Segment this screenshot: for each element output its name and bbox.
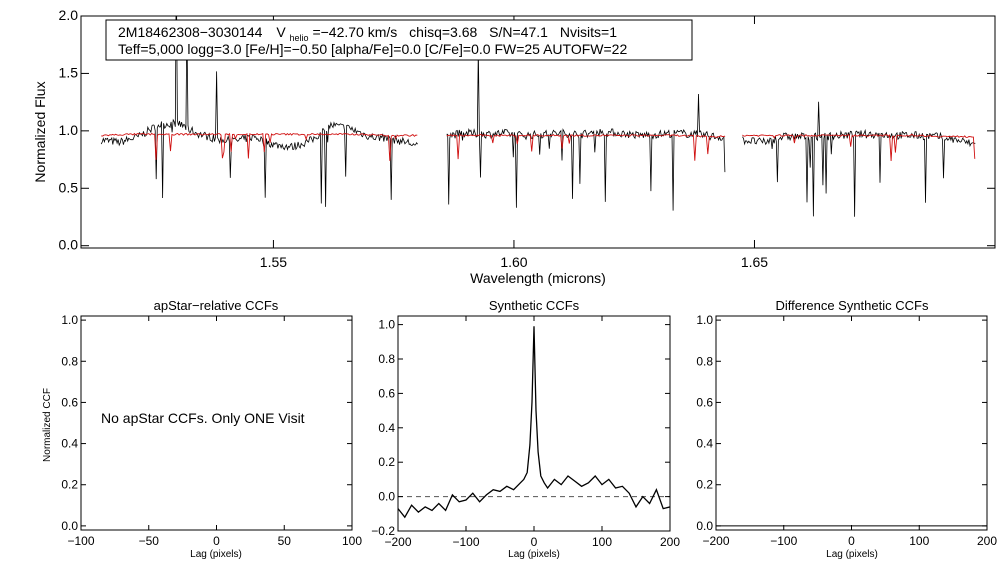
synthetic-ccf-plot-area: [398, 326, 670, 519]
difference-ytick-label: 0.2: [696, 478, 713, 492]
synthetic-ytick-label: 0.2: [378, 455, 395, 469]
synthetic-xtick-label: 100: [592, 535, 612, 549]
apstar-ytick-label: 0.6: [61, 395, 78, 409]
synthetic-ytick-label: 0.4: [378, 421, 395, 435]
spectrum-ytick-label: 1.5: [59, 64, 79, 80]
synthetic-ytick-label: 0.8: [378, 352, 395, 366]
difference-ccf-ticks: −200 −100 0 100 200 0.0 0.2 0.4 0.6 0.8 1.0: [696, 313, 997, 548]
apstar-xtick-label: 0: [213, 534, 220, 548]
chisq-value: chisq=3.68: [409, 24, 477, 40]
apstar-ytick-label: 1.0: [61, 313, 78, 327]
difference-xtick-label: −200: [702, 534, 729, 548]
apstar-ccf-ylabel: Normalized CCF: [42, 388, 53, 462]
apstar-ccf-title: apStar−relative CCFs: [154, 298, 279, 313]
star-info-box: 2M18462308−3030144 V helio =−42.70 km/s …: [105, 19, 693, 61]
vhelio-value: =−42.70 km/s: [312, 24, 397, 40]
synthetic-ytick-label: 0.0: [378, 490, 395, 504]
difference-ytick-label: 0.0: [696, 519, 713, 533]
spectrum-xlabel: Wavelength (microns): [470, 270, 606, 286]
vhelio-sub: helio: [290, 33, 309, 43]
spectrum-plot-area: [100, 16, 976, 217]
stellar-parameters: Teff=5,000 logg=3.0 [Fe/H]=−0.50 [alpha/…: [118, 41, 627, 57]
synthetic-ytick-label: 1.0: [378, 318, 395, 332]
apstar-xtick-label: −50: [139, 534, 160, 548]
synthetic-xtick-label: −200: [384, 535, 411, 549]
difference-ccf-panel: Difference Synthetic CCFs −200 −100 0 100 20…: [696, 298, 997, 560]
difference-ytick-label: 1.0: [696, 313, 713, 327]
synthetic-ccf-xlabel: Lag (pixels): [508, 549, 560, 560]
apstar-ytick-label: 0.2: [61, 478, 78, 492]
snr-value: S/N=47.1: [489, 24, 548, 40]
spectrum-ytick-label: 1.0: [59, 122, 79, 138]
spectrum-ytick-label: 0.5: [59, 179, 79, 195]
difference-ytick-label: 0.6: [696, 395, 713, 409]
no-ccf-message: No apStar CCFs. Only ONE Visit: [101, 410, 305, 426]
synthetic-xtick-label: −100: [452, 535, 479, 549]
apstar-ytick-label: 0.8: [61, 354, 78, 368]
apstar-xtick-label: −100: [67, 534, 94, 548]
synthetic-ccf-title: Synthetic CCFs: [489, 298, 580, 313]
difference-ccf-xlabel: Lag (pixels): [826, 549, 878, 560]
difference-ccf-frame: [715, 315, 988, 531]
observed-spectrum-line: [742, 101, 976, 217]
observed-spectrum-line: [446, 48, 726, 211]
star-id: 2M18462308−3030144: [118, 24, 263, 40]
synthetic-ytick-label: 0.6: [378, 386, 395, 400]
spectrum-xtick-label: 1.60: [500, 254, 527, 270]
model-spectrum-line: [446, 134, 726, 161]
difference-xtick-label: 200: [977, 534, 997, 548]
synthetic-ccf-line: [398, 326, 670, 519]
difference-xtick-label: 100: [909, 534, 929, 548]
model-spectrum-line: [742, 133, 976, 162]
difference-ytick-label: 0.8: [696, 354, 713, 368]
spectrum-frame: [80, 15, 996, 249]
apstar-ccf-xlabel: Lag (pixels): [190, 549, 242, 560]
apstar-xtick-label: 50: [278, 534, 292, 548]
difference-xtick-label: −100: [770, 534, 797, 548]
spectrum-panel: 1.55 1.60 1.65 0.0 0.5 1.0 1.5 2.0 2M18462308−3…: [32, 7, 996, 286]
apstar-ytick-label: 0.0: [61, 519, 78, 533]
synthetic-ccf-ticks: −200 −100 0 100 200 −0.2 0.0 0.2 0.4 0.6 0.8 1.0: [371, 316, 680, 549]
apstar-ccf-panel: apStar−relative CCFs −100 −50 0 50 100 0.0 0.2…: [42, 298, 362, 560]
apstar-ytick-label: 0.4: [61, 437, 78, 451]
spectrum-ytick-label: 2.0: [59, 7, 79, 23]
spectrum-ylabel: Normalized Flux: [32, 81, 48, 182]
apstar-xtick-label: 100: [342, 534, 362, 548]
apstar-ccf-ticks: −100 −50 0 50 100 0.0 0.2 0.4 0.6 0.8 1.0: [61, 313, 362, 548]
model-spectrum-line: [101, 132, 418, 161]
observed-spectrum-line: [100, 16, 418, 207]
info-box-frame: [105, 19, 693, 61]
info-line-1: 2M18462308−3030144 V helio =−42.70 km/s …: [118, 24, 617, 44]
synthetic-xtick-label: 0: [531, 535, 538, 549]
spectrum-xtick-label: 1.65: [741, 254, 768, 270]
difference-ytick-label: 0.4: [696, 437, 713, 451]
spectrum-ytick-label: 0.0: [59, 237, 79, 253]
synthetic-ytick-label: −0.2: [371, 524, 395, 538]
vhelio-label: V: [276, 24, 286, 40]
synthetic-xtick-label: 200: [660, 535, 680, 549]
nvisits-value: Nvisits=1: [560, 24, 617, 40]
difference-ccf-title: Difference Synthetic CCFs: [776, 298, 929, 313]
synthetic-ccf-panel: Synthetic CCFs −200 −100 0 100 200 −0.2 0.0 0.2…: [371, 298, 680, 560]
difference-xtick-label: 0: [848, 534, 855, 548]
spectrum-xtick-label: 1.55: [260, 254, 287, 270]
